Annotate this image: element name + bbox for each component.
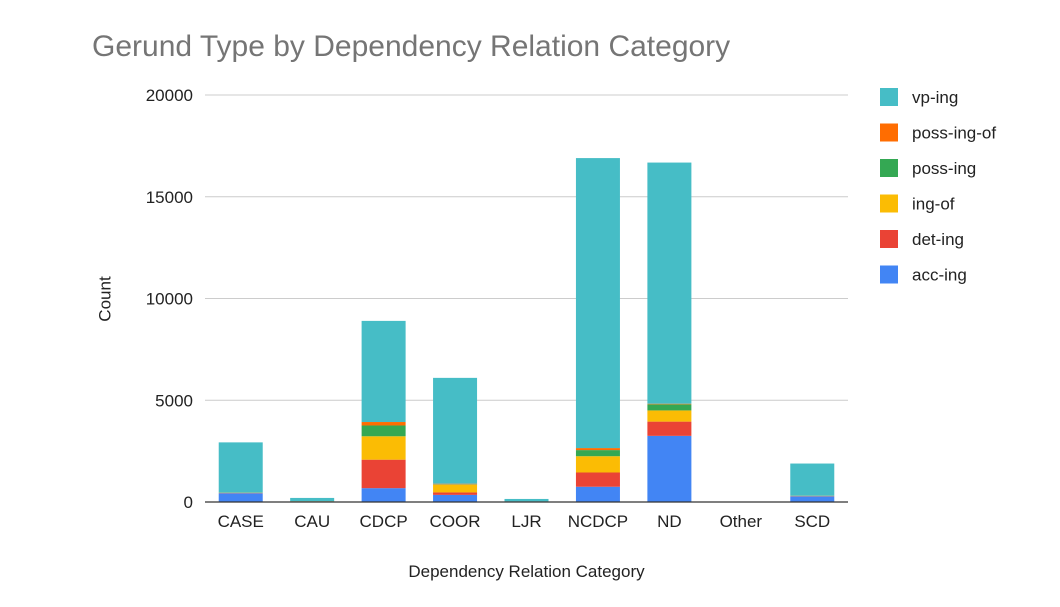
legend-item-acc-ing: acc-ing	[880, 265, 967, 285]
bar-segment-det-ing-coor	[433, 492, 478, 495]
x-tick-label: COOR	[430, 512, 481, 531]
x-tick-label: NCDCP	[568, 512, 628, 531]
legend-label: poss-ing	[912, 159, 976, 178]
y-tick-label: 20000	[146, 86, 193, 105]
gridlines	[205, 94, 848, 401]
bar-segment-poss-ing-of-nd	[647, 403, 692, 405]
bar-segment-ing-of-coor	[433, 484, 478, 493]
bar-segment-vp-ing-cau	[290, 497, 335, 502]
y-tick-label: 15000	[146, 188, 193, 207]
bar-segment-poss-ing-of-cdcp	[361, 422, 406, 426]
x-tick-label: CAU	[294, 512, 330, 531]
bar-segment-acc-ing-scd	[790, 496, 835, 502]
bar-segment-poss-ing-of-ncdcp	[575, 448, 620, 451]
y-axis-title: Count	[95, 276, 114, 322]
x-tick-label: SCD	[794, 512, 830, 531]
bar-segment-poss-ing-nd	[647, 404, 692, 411]
bars	[218, 158, 835, 502]
legend-swatch	[880, 194, 898, 213]
bar-segment-poss-ing-ncdcp	[575, 450, 620, 457]
x-tick-label: ND	[657, 512, 682, 531]
bar-segment-vp-ing-coor	[433, 377, 478, 484]
bar-segment-det-ing-nd	[647, 421, 692, 436]
bar-segment-det-ing-ncdcp	[575, 472, 620, 487]
y-tick-label: 10000	[146, 290, 193, 309]
legend-item-vp-ing: vp-ing	[880, 88, 958, 107]
axes: 0 5000 10000 15000 20000 CASE CAU CDCP COOR LJR NC…	[146, 86, 848, 531]
legend-label: poss-ing-of	[912, 124, 996, 143]
legend-swatch	[880, 159, 898, 177]
legend-swatch	[880, 88, 898, 106]
bar-segment-vp-ing-scd	[790, 463, 835, 496]
bar-segment-ing-of-cdcp	[361, 436, 406, 460]
chart-title: Gerund Type by Dependency Relation Categ…	[92, 30, 731, 63]
bar-segment-vp-ing-case	[218, 442, 263, 493]
bar-segment-vp-ing-ncdcp	[575, 158, 620, 449]
bar-segment-acc-ing-coor	[433, 494, 478, 502]
x-tick-label: CDCP	[360, 512, 408, 531]
legend-swatch	[880, 230, 898, 248]
legend-label: ing-of	[912, 195, 955, 214]
x-tick-label: CASE	[218, 512, 264, 531]
legend-item-ing-of: ing-of	[880, 194, 955, 214]
y-tick-label: 0	[184, 493, 193, 512]
x-axis-title: Dependency Relation Category	[408, 562, 645, 581]
bar-segment-acc-ing-nd	[647, 435, 692, 502]
legend-item-poss-ing: poss-ing	[880, 159, 976, 178]
legend-item-poss-ing-of: poss-ing-of	[880, 123, 996, 143]
legend-label: acc-ing	[912, 266, 967, 285]
bar-segment-acc-ing-ncdcp	[575, 486, 620, 502]
bar-segment-det-ing-cdcp	[361, 459, 406, 489]
legend-swatch	[880, 123, 898, 142]
bar-segment-vp-ing-ljr	[504, 498, 549, 502]
bar-segment-ing-of-ncdcp	[575, 456, 620, 473]
legend-label: det-ing	[912, 230, 964, 249]
y-tick-label: 5000	[155, 391, 193, 410]
bar-segment-vp-ing-cdcp	[361, 320, 406, 423]
bar-segment-acc-ing-case	[218, 493, 263, 502]
x-tick-label: LJR	[511, 512, 541, 531]
legend: vp-ing poss-ing-of poss-ing ing-of det-ing ac…	[880, 88, 996, 285]
legend-item-det-ing: det-ing	[880, 230, 964, 249]
bar-segment-acc-ing-cdcp	[361, 488, 406, 502]
legend-swatch	[880, 265, 898, 284]
bar-segment-ing-of-nd	[647, 410, 692, 422]
legend-label: vp-ing	[912, 88, 958, 107]
bar-segment-poss-ing-of-coor	[433, 483, 478, 485]
bar-segment-vp-ing-nd	[647, 162, 692, 404]
bar-segment-poss-ing-cdcp	[361, 425, 406, 437]
x-tick-label: Other	[720, 512, 763, 531]
